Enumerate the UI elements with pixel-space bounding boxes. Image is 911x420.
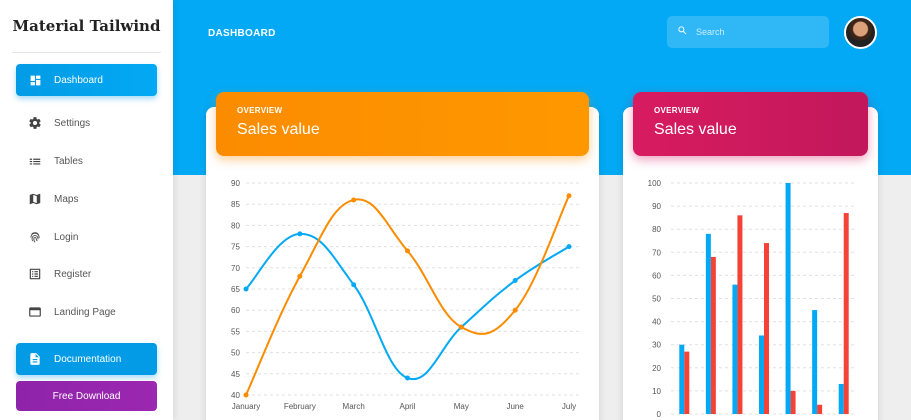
x-tick-label: January xyxy=(232,402,260,411)
avatar[interactable] xyxy=(844,16,877,49)
line-chart-card: 40 45 50 55 60 65 70 75 80 85 90 January February Mar… xyxy=(206,107,599,420)
y-tick-label: 50 xyxy=(231,349,240,358)
y-tick-label: 45 xyxy=(231,370,240,379)
list-icon xyxy=(28,154,42,168)
y-tick-label: 60 xyxy=(231,306,240,315)
bar-series-0[interactable] xyxy=(732,284,738,414)
y-tick-label: 75 xyxy=(231,243,240,252)
x-tick-label: July xyxy=(562,402,576,411)
data-point[interactable] xyxy=(512,307,518,313)
x-tick-label: February xyxy=(284,402,316,411)
data-point[interactable] xyxy=(243,392,249,398)
y-tick-label: 50 xyxy=(652,295,661,304)
search-box[interactable] xyxy=(667,16,829,48)
bar-series-0[interactable] xyxy=(812,310,818,414)
sidebar-item-maps[interactable]: Maps xyxy=(16,183,157,215)
y-tick-label: 100 xyxy=(648,179,662,188)
y-tick-label: 70 xyxy=(231,264,240,273)
bar-series-0[interactable] xyxy=(705,233,711,414)
free-download-button[interactable]: Free Download xyxy=(16,381,157,411)
card-overline: OVERVIEW xyxy=(654,106,700,115)
gear-icon xyxy=(28,116,42,130)
x-tick-label: May xyxy=(454,402,469,411)
brand-title[interactable]: Material Tailwind xyxy=(12,0,161,53)
bar-series-1[interactable] xyxy=(737,215,743,414)
y-tick-label: 0 xyxy=(657,410,662,419)
bar-series-0[interactable] xyxy=(838,383,844,414)
web-icon xyxy=(28,305,42,319)
data-point[interactable] xyxy=(405,375,410,381)
y-tick-label: 55 xyxy=(231,327,240,336)
list-alt-icon xyxy=(28,267,42,281)
x-tick-label: March xyxy=(343,402,365,411)
y-tick-label: 60 xyxy=(652,271,661,280)
y-tick-label: 30 xyxy=(652,341,661,350)
card-title: Sales value xyxy=(237,121,320,138)
bar-series-1[interactable] xyxy=(817,404,823,414)
bar-series-1[interactable] xyxy=(790,390,796,414)
sidebar-item-register[interactable]: Register xyxy=(16,258,157,290)
sidebar-item-label: Login xyxy=(54,231,79,243)
dashboard-icon xyxy=(28,73,42,87)
data-point[interactable] xyxy=(458,324,464,330)
y-tick-label: 80 xyxy=(231,221,240,230)
sidebar-item-label: Settings xyxy=(54,117,91,129)
card-title: Sales value xyxy=(654,121,737,138)
data-point[interactable] xyxy=(566,244,572,250)
data-point[interactable] xyxy=(566,193,572,199)
sidebar-item-label: Landing Page xyxy=(54,306,116,318)
map-icon xyxy=(28,192,42,206)
data-point[interactable] xyxy=(297,231,303,237)
sidebar-item-settings[interactable]: Settings xyxy=(16,107,157,139)
page-title: DASHBOARD xyxy=(208,28,276,39)
x-tick-label: April xyxy=(399,402,415,411)
sidebar-item-label: Maps xyxy=(54,193,79,205)
documentation-label: Documentation xyxy=(54,353,122,365)
sidebar-item-label: Tables xyxy=(54,155,83,167)
sidebar-item-landing-page[interactable]: Landing Page xyxy=(16,296,157,328)
data-point[interactable] xyxy=(243,286,249,292)
bar-chart-card-header: OVERVIEW Sales value xyxy=(633,92,868,156)
sidebar-item-label: Register xyxy=(54,268,92,280)
search-icon xyxy=(677,23,688,41)
y-tick-label: 40 xyxy=(231,391,240,400)
data-point[interactable] xyxy=(351,197,357,203)
line-chart-card-header: OVERVIEW Sales value xyxy=(216,92,589,156)
bar-chart: 0 10 20 30 40 50 60 70 80 90 100 xyxy=(648,179,857,419)
y-tick-label: 90 xyxy=(231,179,240,188)
y-tick-label: 40 xyxy=(652,318,661,327)
document-icon xyxy=(28,352,42,366)
series-line-0 xyxy=(245,232,570,381)
sidebar-item-tables[interactable]: Tables xyxy=(16,145,157,177)
y-tick-label: 65 xyxy=(231,285,240,294)
sidebar-item-login[interactable]: Login xyxy=(16,221,157,253)
documentation-button[interactable]: Documentation xyxy=(16,343,157,375)
x-tick-label: June xyxy=(506,402,524,411)
y-tick-label: 80 xyxy=(652,225,661,234)
bar-series-1[interactable] xyxy=(764,243,769,414)
bar-series-0[interactable] xyxy=(679,344,685,414)
bar-series-1[interactable] xyxy=(843,213,849,414)
bar-series-1[interactable] xyxy=(710,256,716,414)
bar-series-0[interactable] xyxy=(759,335,764,414)
bar-series-0[interactable] xyxy=(785,183,791,414)
data-point[interactable] xyxy=(351,282,357,288)
sidebar-item-dashboard[interactable]: Dashboard xyxy=(16,64,157,96)
y-tick-label: 90 xyxy=(652,202,661,211)
y-tick-label: 10 xyxy=(652,387,661,396)
bar-chart-card: 0 10 20 30 40 50 60 70 80 90 100 xyxy=(623,107,878,420)
y-tick-label: 70 xyxy=(652,248,661,257)
y-tick-label: 20 xyxy=(652,364,661,373)
sidebar: Material Tailwind Dashboard Settings Tab… xyxy=(0,0,173,420)
data-point[interactable] xyxy=(405,248,410,254)
y-tick-label: 85 xyxy=(231,200,240,209)
sidebar-item-label: Dashboard xyxy=(54,74,103,86)
card-overline: OVERVIEW xyxy=(237,106,283,115)
fingerprint-icon xyxy=(28,230,42,244)
bar-series-1[interactable] xyxy=(684,351,690,414)
data-point[interactable] xyxy=(297,273,303,279)
search-input[interactable] xyxy=(696,27,816,37)
line-chart: 40 45 50 55 60 65 70 75 80 85 90 January February Mar… xyxy=(231,179,579,411)
data-point[interactable] xyxy=(512,278,518,284)
